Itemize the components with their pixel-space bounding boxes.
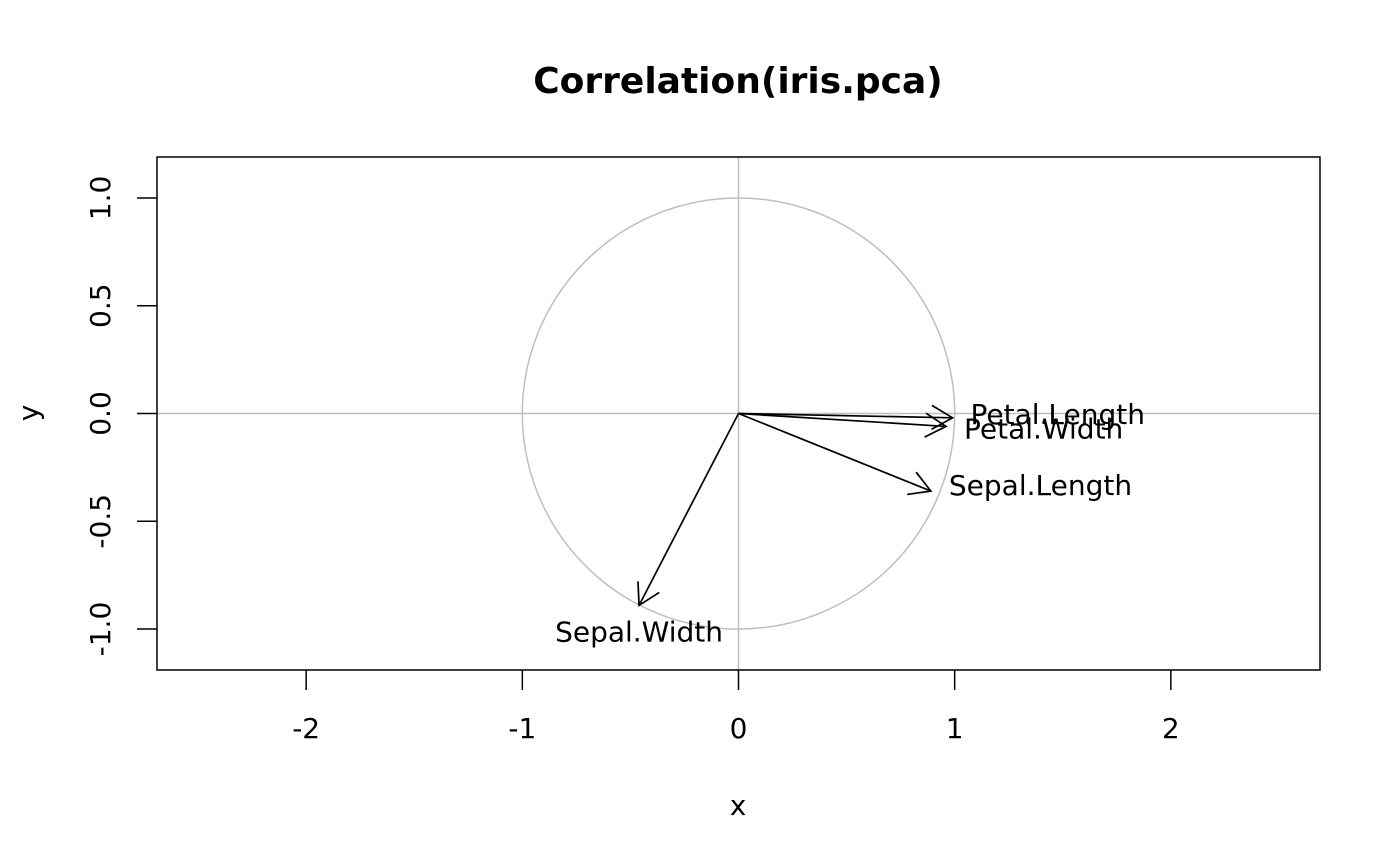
arrow-head-sepal-length xyxy=(907,471,933,496)
x-axis: -2 -1 0 1 2 xyxy=(292,670,1180,745)
x-tick-label: 1 xyxy=(946,712,964,745)
y-tick-label: -1.0 xyxy=(84,602,117,657)
arrow-head-petal-width xyxy=(924,412,948,438)
y-tick-label: 1.0 xyxy=(84,176,117,221)
x-axis-label: x xyxy=(730,789,747,822)
vector-sepal-length: Sepal.Length xyxy=(738,412,1132,502)
vector-layer: Sepal.Length Sepal.Width Petal.LengthPetal… xyxy=(555,398,1145,649)
vector-petal-width: Petal.Width xyxy=(738,412,1123,445)
vector-label-sepal-length: Sepal.Length xyxy=(949,469,1132,502)
vector-label-petal-length: Petal.Length xyxy=(971,398,1146,431)
y-axis: -1.0 -0.5 0.0 0.5 1.0 xyxy=(84,176,157,657)
arrow-shaft-petal-width xyxy=(738,412,947,428)
y-axis-label: y xyxy=(12,405,45,422)
x-tick-label: -1 xyxy=(508,712,536,745)
arrow-shaft-sepal-length xyxy=(738,412,932,492)
vector-sepal-width: Sepal.Width xyxy=(555,413,740,648)
arrow-head-sepal-width xyxy=(637,581,660,607)
vector-label-sepal-width: Sepal.Width xyxy=(555,615,723,648)
vector-petal-length: Petal.Length xyxy=(738,398,1146,431)
x-tick-label: 0 xyxy=(730,712,748,745)
x-tick-label: -2 xyxy=(292,712,320,745)
y-tick-label: 0.5 xyxy=(84,283,117,328)
arrow-shaft-sepal-width xyxy=(638,413,740,606)
arrow-shaft-petal-length xyxy=(738,412,953,419)
chart-title: Correlation(iris.pca) xyxy=(533,61,942,102)
vector-label-petal-width: Petal.Width xyxy=(964,412,1123,445)
y-tick-label: -0.5 xyxy=(84,494,117,549)
y-tick-label: 0.0 xyxy=(84,391,117,436)
x-tick-label: 2 xyxy=(1162,712,1180,745)
